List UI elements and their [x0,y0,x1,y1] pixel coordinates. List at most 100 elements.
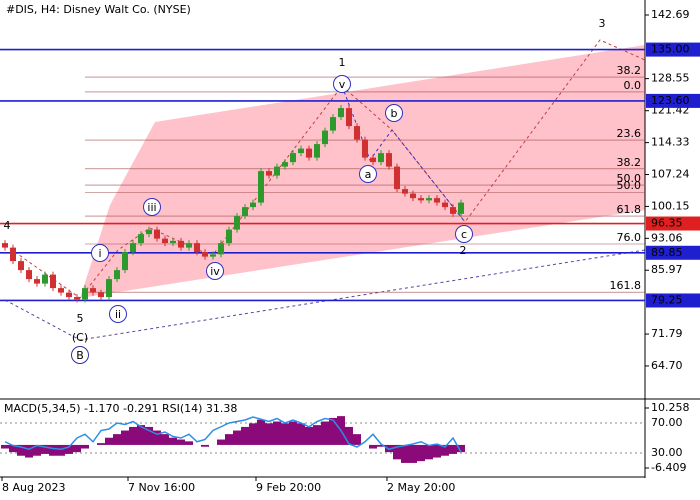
y-tick-label: 71.79 [651,327,683,340]
candle [250,202,256,208]
macd-bar [241,426,249,445]
y-tick-label: 107.24 [651,168,690,181]
candle [258,171,264,203]
y-tick-label: 100.15 [651,199,690,212]
y-tick-label: 85.97 [651,263,683,276]
candle [362,139,368,158]
y-tick-label: 93.06 [651,231,683,244]
wave-label: iii [147,201,156,214]
wave-label: B [76,349,84,362]
level-label: 79.25 [651,293,683,306]
wave-label: ii [115,308,121,321]
macd-bar [393,444,401,460]
candle [426,198,432,201]
candle [130,243,136,253]
wave-circle [385,104,403,122]
wave-label: i [98,247,101,260]
macd-tick-label: 10.258 [651,401,690,414]
wave-label: (C) [72,331,88,344]
candle [66,292,72,298]
macd-bar [217,439,225,445]
candle [434,198,440,203]
wave-label: iv [210,265,220,278]
candle [154,229,160,239]
wave-circle [109,305,127,323]
candle [314,144,320,158]
macd-bar [281,423,289,445]
wave-circle [143,198,161,216]
macd-bar [9,444,17,453]
fib-label: 161.8 [610,279,642,292]
wave-circle [333,75,351,93]
candle [226,229,232,244]
candle [410,193,416,199]
level-box [646,42,700,57]
wave-label: v [339,78,346,91]
wave-label: a [365,168,372,181]
wave-label: 3 [599,17,606,30]
macd-bar [353,434,361,445]
macd-bar [457,444,465,453]
candle [26,270,32,280]
x-tick-label: 8 Aug 2023 [2,481,65,494]
macd-bar [297,423,305,445]
candle [42,274,48,284]
candle [386,153,392,167]
wave-label: 1 [339,56,346,69]
macd-bar [177,439,185,445]
macd-bar [329,417,337,445]
candle [370,157,376,163]
wave-label: 2 [460,244,467,257]
indicator-label: MACD(5,34,5) -1.170 -0.291 RSI(14) 31.38 [4,402,237,415]
fib-label: 50.0 [617,172,642,185]
macd-bar [81,444,89,449]
level-box [646,245,700,260]
macd-bar [249,423,257,445]
macd-bar [105,437,113,445]
macd-bar [73,444,81,453]
candle [330,117,336,131]
macd-bar [65,444,73,454]
rsi-line [4,416,462,453]
candle [90,288,96,293]
candle [138,234,144,244]
macd-bar [273,421,281,445]
macd-bar [321,421,329,445]
wave-label: b [391,107,398,120]
y-tick-label: 64.70 [651,359,683,372]
macd-bar [41,444,49,454]
macd-bar [265,423,273,445]
candle [450,207,456,214]
y-tick-label: 128.55 [651,72,690,85]
candle [298,148,304,154]
candle [10,247,16,262]
candle [202,252,208,257]
candle [458,202,464,214]
macd-bar [49,444,57,456]
x-tick-label: 7 Nov 16:00 [128,481,195,494]
candle [274,166,280,176]
macd-bar [129,426,137,445]
candle [378,153,384,163]
candle [306,148,312,158]
fib-label: 38.2 [617,156,642,169]
fib-label: 76.0 [617,231,642,244]
macd-bar [433,444,441,458]
wave-label: c [461,228,467,241]
candle [2,243,8,248]
macd-bar [257,419,265,445]
macd-bar [17,444,25,456]
x-tick-label: 2 May 20:00 [387,481,455,494]
candle [58,288,64,293]
candle [114,270,120,280]
fib-label: 0.0 [624,79,642,92]
axes [0,0,700,478]
candle [346,108,352,127]
level-box [646,293,700,308]
candle [354,126,360,140]
macd-bar [153,430,161,445]
candle [442,202,448,208]
macd-bar [233,430,241,445]
level-label: 89.85 [651,246,683,259]
